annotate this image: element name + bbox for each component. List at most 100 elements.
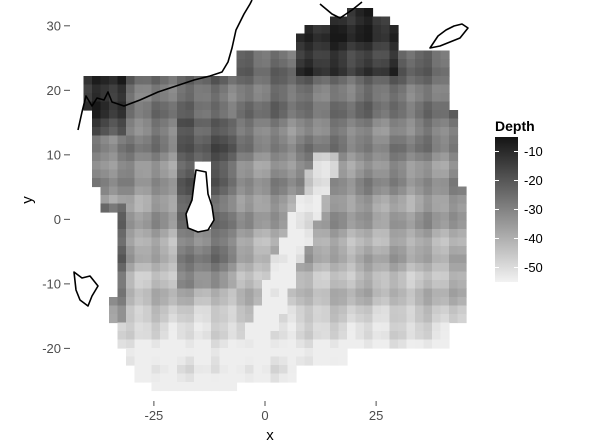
heatmap-cell bbox=[381, 220, 391, 230]
heatmap-cell bbox=[151, 246, 161, 256]
heatmap-cell bbox=[177, 195, 187, 205]
heatmap-cell bbox=[194, 110, 204, 120]
heatmap-cell bbox=[92, 161, 102, 171]
heatmap-cell bbox=[449, 314, 459, 324]
heatmap-cell bbox=[372, 101, 382, 111]
heatmap-cell bbox=[236, 186, 246, 196]
heatmap-cell bbox=[389, 220, 399, 230]
heatmap-cell bbox=[262, 229, 272, 239]
heatmap-cell bbox=[313, 237, 323, 247]
heatmap-cell bbox=[177, 212, 187, 222]
heatmap-cell bbox=[160, 271, 170, 281]
heatmap-cell bbox=[245, 195, 255, 205]
heatmap-cell bbox=[279, 229, 289, 239]
heatmap-cell bbox=[245, 169, 255, 179]
heatmap-cell bbox=[449, 229, 459, 239]
heatmap-cell bbox=[270, 348, 280, 358]
heatmap-cell bbox=[236, 169, 246, 179]
heatmap-cell bbox=[168, 135, 178, 145]
heatmap-cell bbox=[287, 110, 297, 120]
heatmap-cell bbox=[381, 59, 391, 69]
heatmap-cell bbox=[381, 152, 391, 162]
heatmap-cell bbox=[406, 288, 416, 298]
heatmap-cell bbox=[372, 33, 382, 43]
heatmap-cell bbox=[296, 50, 306, 60]
heatmap-cell bbox=[228, 314, 238, 324]
heatmap-cell bbox=[313, 101, 323, 111]
heatmap-cell bbox=[287, 195, 297, 205]
heatmap-cell bbox=[372, 212, 382, 222]
heatmap-cell bbox=[134, 186, 144, 196]
heatmap-cell bbox=[134, 314, 144, 324]
heatmap-cell bbox=[423, 280, 433, 290]
heatmap-cell bbox=[330, 314, 340, 324]
heatmap-cell bbox=[406, 280, 416, 290]
heatmap-cell bbox=[347, 152, 357, 162]
heatmap-cell bbox=[253, 152, 263, 162]
heatmap-cell bbox=[304, 195, 314, 205]
heatmap-cell bbox=[134, 212, 144, 222]
heatmap-cell bbox=[270, 365, 280, 375]
heatmap-cell bbox=[440, 314, 450, 324]
heatmap-cell bbox=[432, 280, 442, 290]
heatmap-cell bbox=[338, 331, 348, 341]
heatmap-cell bbox=[126, 246, 136, 256]
heatmap-cell bbox=[143, 297, 153, 307]
heatmap-cell bbox=[262, 339, 272, 349]
heatmap-cell bbox=[219, 186, 229, 196]
heatmap-cell bbox=[151, 203, 161, 213]
heatmap-cell bbox=[194, 339, 204, 349]
heatmap-cell bbox=[338, 254, 348, 264]
heatmap-cell bbox=[398, 186, 408, 196]
heatmap-cell bbox=[151, 212, 161, 222]
heatmap-cell bbox=[389, 161, 399, 171]
heatmap-cell bbox=[355, 16, 365, 26]
heatmap-cell bbox=[236, 280, 246, 290]
heatmap-cell bbox=[160, 373, 170, 383]
heatmap-cell bbox=[177, 76, 187, 86]
heatmap-cell bbox=[185, 169, 195, 179]
heatmap-cell bbox=[372, 254, 382, 264]
heatmap-cell bbox=[415, 59, 425, 69]
heatmap-cell bbox=[168, 195, 178, 205]
heatmap-cell bbox=[440, 212, 450, 222]
heatmap-cell bbox=[126, 331, 136, 341]
heatmap-cell bbox=[279, 254, 289, 264]
heatmap-cell bbox=[100, 203, 110, 213]
heatmap-cell bbox=[304, 314, 314, 324]
heatmap-cell bbox=[253, 101, 263, 111]
heatmap-cell bbox=[202, 229, 212, 239]
heatmap-cell bbox=[270, 101, 280, 111]
heatmap-cell bbox=[304, 212, 314, 222]
heatmap-cell bbox=[270, 220, 280, 230]
heatmap-cell bbox=[347, 178, 357, 188]
heatmap-cell bbox=[423, 169, 433, 179]
heatmap-cell bbox=[253, 237, 263, 247]
heatmap-cell bbox=[160, 237, 170, 247]
heatmap-cell bbox=[296, 93, 306, 103]
heatmap-cell bbox=[262, 127, 272, 137]
heatmap-cell bbox=[304, 331, 314, 341]
heatmap-cell bbox=[100, 118, 110, 128]
heatmap-cell bbox=[372, 305, 382, 315]
heatmap-cell bbox=[262, 356, 272, 366]
heatmap-cell bbox=[381, 339, 391, 349]
heatmap-cell bbox=[168, 314, 178, 324]
heatmap-cell bbox=[415, 339, 425, 349]
heatmap-cell bbox=[279, 135, 289, 145]
heatmap-cell bbox=[364, 161, 374, 171]
heatmap-cell bbox=[406, 59, 416, 69]
heatmap-cell bbox=[185, 161, 195, 171]
heatmap-cell bbox=[415, 246, 425, 256]
heatmap-cell bbox=[262, 84, 272, 94]
heatmap-cell bbox=[143, 348, 153, 358]
heatmap-cell bbox=[219, 314, 229, 324]
heatmap-cell bbox=[330, 331, 340, 341]
heatmap-cell bbox=[304, 42, 314, 52]
heatmap-cell bbox=[398, 331, 408, 341]
heatmap-cell bbox=[432, 76, 442, 86]
heatmap-cell bbox=[381, 127, 391, 137]
heatmap-cell bbox=[151, 229, 161, 239]
heatmap-cell bbox=[143, 110, 153, 120]
heatmap-cell bbox=[279, 169, 289, 179]
